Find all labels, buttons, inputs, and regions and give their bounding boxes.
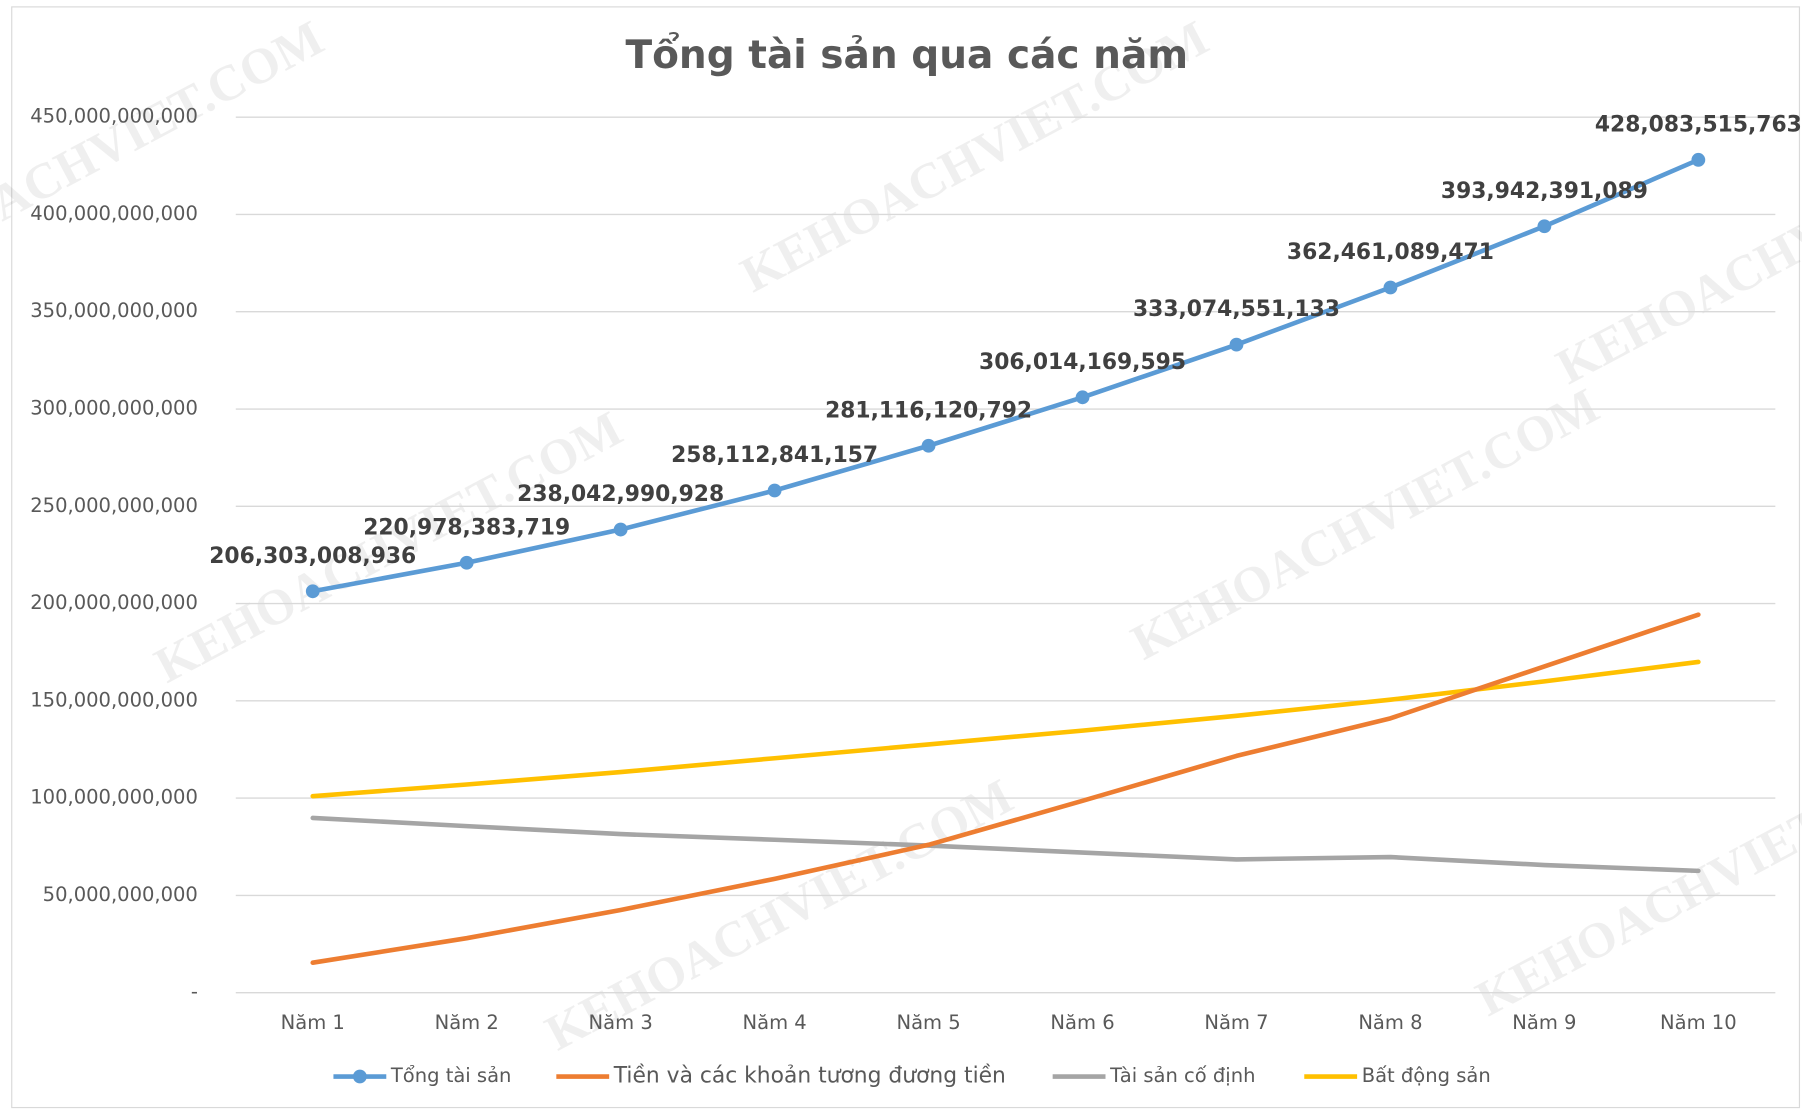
data-label: 362,461,089,471 [1287, 240, 1494, 265]
x-tick-label: Năm 1 [281, 1011, 345, 1034]
chart-title: Tổng tài sản qua các năm [625, 32, 1188, 78]
y-tick-label: 50,000,000,000 [43, 883, 198, 906]
point-marker [1537, 219, 1552, 234]
y-tick-label: 150,000,000,000 [30, 688, 198, 711]
x-tick-label: Năm 9 [1512, 1011, 1576, 1034]
legend-label: Tổng tài sản [390, 1064, 512, 1087]
point-marker [305, 584, 320, 599]
x-tick-label: Năm 7 [1204, 1011, 1268, 1034]
data-label: 428,083,515,763 [1595, 112, 1802, 137]
point-marker [1383, 280, 1398, 295]
point-marker [613, 522, 628, 537]
y-tick-label: 350,000,000,000 [30, 299, 198, 322]
data-label: 220,978,383,719 [363, 515, 570, 540]
chart-frame [11, 6, 1801, 1109]
point-marker [1691, 152, 1706, 167]
y-tick-label: 100,000,000,000 [30, 786, 198, 809]
point-marker [459, 555, 474, 570]
data-label: 258,112,841,157 [671, 443, 878, 468]
data-label: 238,042,990,928 [517, 482, 724, 507]
x-tick-label: Năm 8 [1358, 1011, 1422, 1034]
y-tick-label: 200,000,000,000 [30, 591, 198, 614]
x-tick-label: Năm 10 [1660, 1011, 1737, 1034]
y-tick-label: - [191, 980, 198, 1003]
point-marker [921, 438, 936, 453]
legend-marker [352, 1069, 367, 1084]
y-tick-label: 400,000,000,000 [30, 202, 198, 225]
x-tick-label: Năm 4 [743, 1011, 807, 1034]
legend-label: Bất động sản [1362, 1064, 1491, 1087]
data-label: 281,116,120,792 [825, 398, 1032, 423]
series-line [310, 157, 1701, 594]
series-line [310, 612, 1701, 965]
data-label: 333,074,551,133 [1133, 297, 1340, 322]
data-label: 306,014,169,595 [979, 350, 1186, 375]
y-tick-label: 250,000,000,000 [30, 494, 198, 517]
point-marker [1229, 337, 1244, 352]
y-tick-label: 450,000,000,000 [30, 105, 198, 128]
x-tick-label: Năm 6 [1050, 1011, 1114, 1034]
legend-label: Tiền và các khoản tương đương tiền [613, 1064, 1006, 1089]
x-tick-label: Năm 5 [896, 1011, 960, 1034]
series-line [310, 815, 1701, 874]
legend-label: Tài sản cố định [1109, 1064, 1255, 1087]
y-tick-label: 300,000,000,000 [30, 397, 198, 420]
data-label: 393,942,391,089 [1441, 179, 1648, 204]
x-tick-label: Năm 3 [589, 1011, 653, 1034]
x-tick-label: Năm 2 [435, 1011, 499, 1034]
point-marker [767, 483, 782, 498]
point-marker [1075, 390, 1090, 405]
data-label: 206,303,008,936 [209, 544, 416, 569]
